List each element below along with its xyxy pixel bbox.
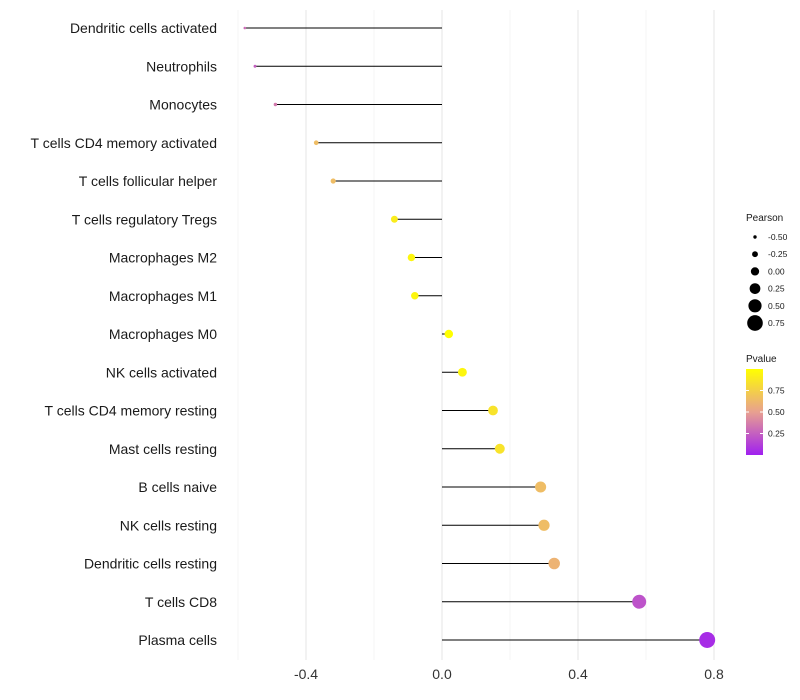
data-point [535,481,547,493]
x-axis-labels: -0.4 0.0 0.4 0.8 [294,666,724,682]
pvalue-colorbar [746,369,763,455]
point-layer [243,26,716,648]
data-point [411,292,419,300]
y-tick-label: Dendritic cells activated [70,20,217,36]
y-tick-label: Neutrophils [146,58,217,74]
x-tick-label: 0.0 [432,666,452,682]
colorbar-label: 0.50 [768,407,785,417]
size-legend-label: 0.25 [768,284,785,294]
size-legend-label: 0.75 [768,318,785,328]
data-point [273,102,278,107]
size-legend-key [747,315,763,331]
data-point [548,557,560,570]
data-point [444,329,454,339]
data-point [538,519,550,531]
data-point [494,443,505,454]
color-legend-title: Pvalue [746,354,777,365]
y-tick-label: Plasma cells [138,632,217,648]
y-tick-label: T cells CD4 memory activated [31,135,217,151]
size-legend-key [748,299,762,313]
colorbar-label: 0.25 [768,429,785,439]
data-point [699,632,716,648]
size-legend: Pearson -0.50 -0.25 0.00 0.25 0.50 0.75 [746,213,788,331]
y-tick-label: T cells regulatory Tregs [72,211,217,227]
y-tick-label: T cells follicular helper [79,173,218,189]
x-tick-label: 0.4 [568,666,588,682]
y-tick-label: NK cells activated [106,364,217,380]
y-tick-label: T cells CD4 memory resting [45,403,217,419]
size-legend-key [753,235,757,239]
data-point [632,594,647,609]
size-legend-label: 0.00 [768,266,785,276]
y-tick-label: Macrophages M0 [109,326,217,342]
data-point [488,405,498,416]
y-tick-label: T cells CD8 [145,594,217,610]
size-legend-key [752,251,758,258]
color-legend: Pvalue 0.75 0.50 0.25 [746,354,785,455]
data-point [313,140,319,146]
y-tick-label: Monocytes [149,97,217,113]
stem-layer [244,27,708,641]
size-legend-label: -0.50 [768,232,788,242]
y-tick-label: Macrophages M1 [109,288,217,304]
y-tick-label: B cells naive [138,479,217,495]
size-legend-key [749,283,761,294]
y-tick-label: NK cells resting [120,517,217,533]
y-tick-label: Mast cells resting [109,441,217,457]
colorbar-label: 0.75 [768,386,785,396]
size-legend-key [750,267,760,276]
size-legend-title: Pearson [746,213,783,224]
data-point [407,253,416,262]
data-point [243,26,247,30]
y-tick-label: Dendritic cells resting [84,556,217,572]
size-legend-label: -0.25 [768,249,788,259]
y-axis-labels: Dendritic cells activated Neutrophils Mono… [31,20,218,648]
data-point [253,64,257,68]
x-tick-label: 0.8 [704,666,724,682]
size-legend-label: 0.50 [768,301,785,311]
data-point [457,367,467,377]
data-point [330,178,336,184]
y-tick-label: Macrophages M2 [109,250,217,266]
data-point [390,215,398,223]
x-tick-label: -0.4 [294,666,318,682]
grid-layer [237,10,715,660]
